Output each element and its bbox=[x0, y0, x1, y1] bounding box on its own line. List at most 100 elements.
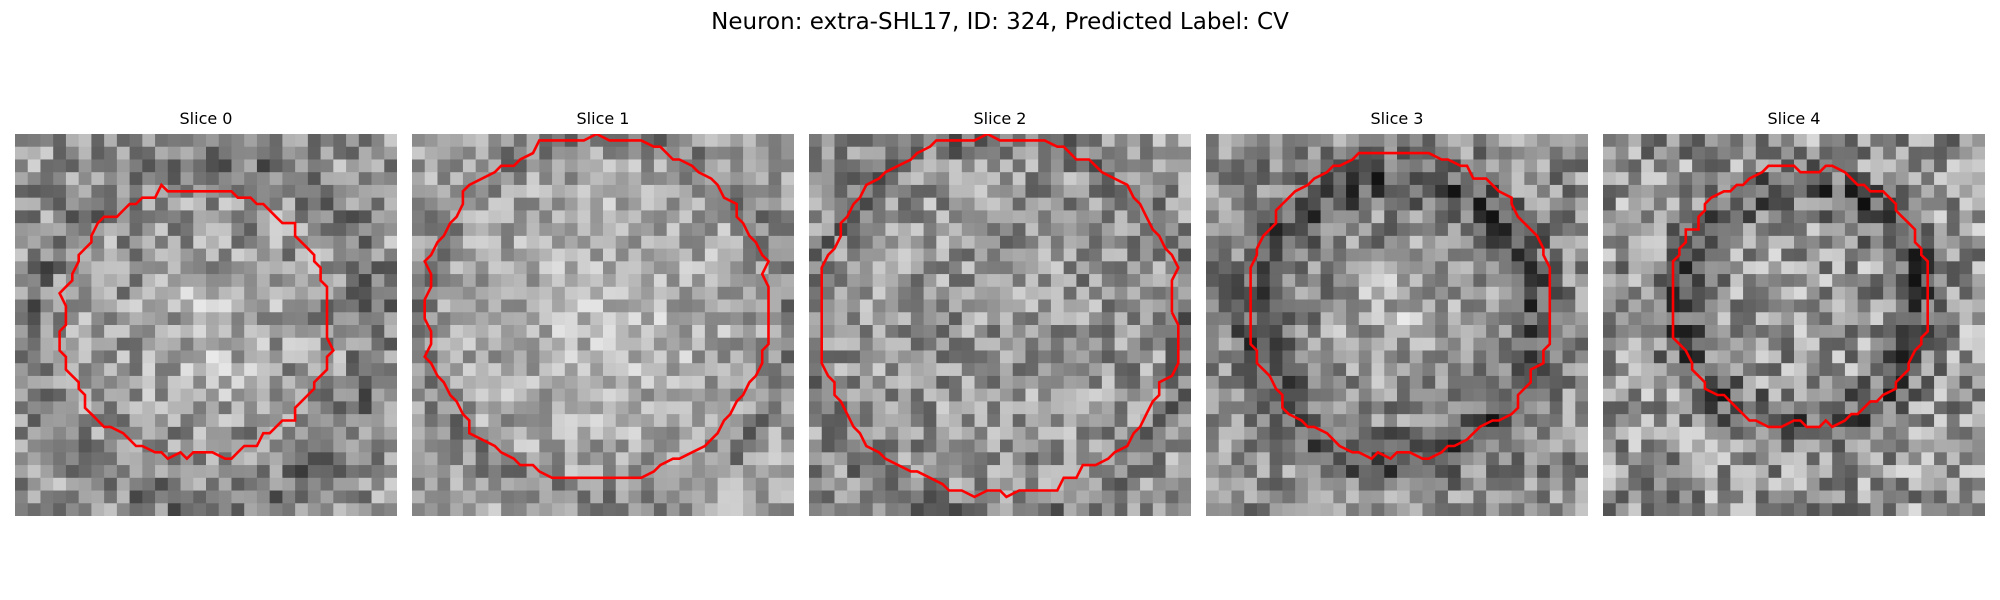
pixel bbox=[1127, 312, 1141, 326]
pixel bbox=[1679, 146, 1693, 161]
pixel bbox=[564, 401, 579, 415]
pixel bbox=[1038, 375, 1052, 390]
pixel bbox=[65, 312, 80, 326]
pixel bbox=[1101, 299, 1116, 313]
pixel bbox=[1832, 184, 1846, 199]
pixel bbox=[501, 465, 515, 479]
pixel bbox=[1422, 261, 1436, 275]
pixel bbox=[577, 401, 591, 415]
pixel bbox=[1435, 286, 1449, 301]
pixel bbox=[552, 146, 566, 161]
pixel bbox=[666, 325, 680, 339]
pixel bbox=[371, 375, 385, 390]
pixel bbox=[552, 452, 566, 466]
pixel bbox=[206, 414, 220, 428]
pixel bbox=[1063, 134, 1077, 148]
pixel bbox=[1844, 452, 1859, 466]
pixel bbox=[1755, 503, 1770, 516]
pixel bbox=[552, 426, 566, 441]
pixel bbox=[501, 235, 515, 250]
pixel bbox=[590, 375, 604, 390]
pixel bbox=[1857, 388, 1871, 402]
pixel bbox=[1231, 312, 1245, 326]
pixel bbox=[1050, 337, 1065, 352]
pixel bbox=[78, 248, 92, 262]
pixel bbox=[1460, 248, 1474, 262]
pixel bbox=[1320, 439, 1334, 453]
pixel bbox=[1320, 363, 1334, 377]
pixel bbox=[1537, 274, 1551, 288]
pixel bbox=[1165, 465, 1179, 479]
pixel bbox=[1025, 490, 1039, 504]
pixel bbox=[1959, 134, 1973, 148]
pixel bbox=[781, 477, 794, 492]
pixel bbox=[1946, 477, 1961, 492]
pixel bbox=[269, 274, 283, 288]
pixel bbox=[1972, 312, 1985, 326]
pixel bbox=[987, 261, 1001, 275]
pixel bbox=[628, 210, 642, 224]
pixel bbox=[1307, 325, 1322, 339]
pixel bbox=[872, 337, 886, 352]
pixel bbox=[384, 299, 397, 313]
pixel bbox=[692, 426, 706, 441]
pixel bbox=[974, 146, 988, 161]
pixel bbox=[1152, 426, 1167, 441]
pixel bbox=[129, 286, 143, 301]
pixel bbox=[27, 261, 42, 275]
pixel bbox=[1679, 477, 1693, 492]
pixel bbox=[1511, 134, 1525, 148]
pixel bbox=[206, 159, 220, 173]
pixel bbox=[628, 363, 642, 377]
pixel bbox=[1946, 223, 1961, 237]
pixel bbox=[961, 197, 976, 211]
pixel bbox=[1603, 426, 1617, 441]
pixel bbox=[1140, 465, 1154, 479]
pixel bbox=[1934, 274, 1948, 288]
pixel bbox=[231, 210, 245, 224]
pixel bbox=[1256, 439, 1271, 453]
pixel bbox=[936, 337, 950, 352]
pixel bbox=[1371, 184, 1385, 199]
pixel bbox=[40, 490, 54, 504]
pixel bbox=[1435, 159, 1449, 173]
pixel bbox=[1397, 375, 1411, 390]
pixel bbox=[295, 197, 309, 211]
pixel bbox=[730, 184, 744, 199]
pixel bbox=[462, 248, 477, 262]
pixel bbox=[1000, 261, 1014, 275]
pixel bbox=[53, 134, 67, 148]
pixel bbox=[781, 325, 794, 339]
pixel bbox=[1140, 426, 1154, 441]
pixel bbox=[1511, 325, 1525, 339]
pixel bbox=[1025, 184, 1039, 199]
pixel bbox=[1025, 146, 1039, 161]
pixel bbox=[1422, 363, 1436, 377]
pixel bbox=[641, 172, 655, 186]
pixel bbox=[603, 452, 617, 466]
pixel bbox=[730, 490, 744, 504]
pixel bbox=[1575, 235, 1588, 250]
pixel bbox=[552, 159, 566, 173]
pixel bbox=[307, 426, 322, 441]
pixel bbox=[1615, 274, 1630, 288]
pixel bbox=[282, 477, 296, 492]
pixel bbox=[78, 426, 92, 441]
pixel bbox=[384, 414, 397, 428]
pixel bbox=[53, 465, 67, 479]
pixel bbox=[15, 465, 29, 479]
pixel bbox=[1692, 414, 1706, 428]
pixel bbox=[1959, 210, 1973, 224]
pixel bbox=[1883, 248, 1897, 262]
pixel bbox=[768, 312, 782, 326]
pixel bbox=[1743, 452, 1757, 466]
pixel bbox=[1152, 286, 1167, 301]
pixel bbox=[526, 388, 540, 402]
pixel bbox=[333, 477, 347, 492]
pixel bbox=[1832, 274, 1846, 288]
pixel bbox=[679, 414, 693, 428]
pixel bbox=[1537, 299, 1551, 313]
pixel bbox=[898, 452, 912, 466]
pixel bbox=[666, 274, 680, 288]
